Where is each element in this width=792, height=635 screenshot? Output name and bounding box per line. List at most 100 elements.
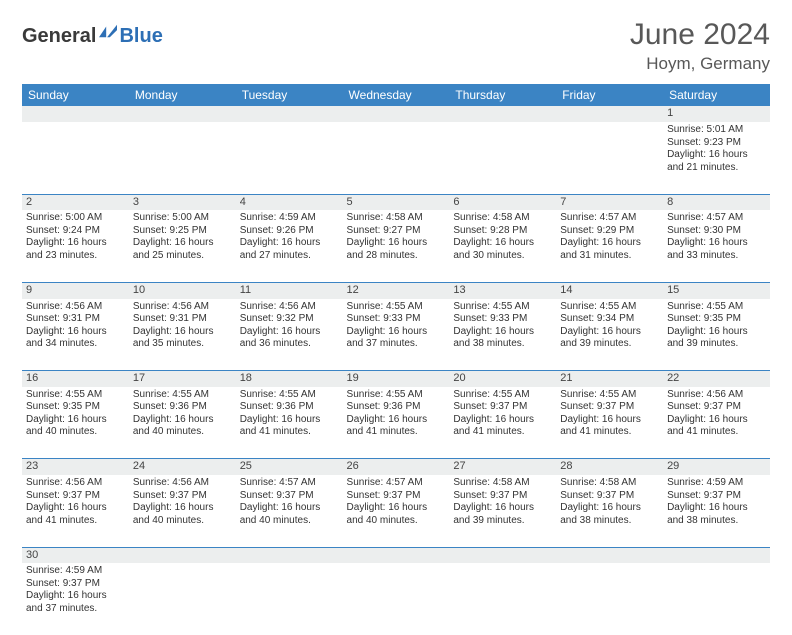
day-day1: Daylight: 16 hours	[560, 237, 659, 250]
logo-text-general: General	[22, 25, 96, 48]
day-cell: Sunrise: 4:55 AMSunset: 9:36 PMDaylight:…	[343, 387, 450, 459]
day-day2: and 41 minutes.	[347, 426, 446, 439]
day-sunset: Sunset: 9:31 PM	[26, 313, 125, 326]
day-sunset: Sunset: 9:35 PM	[26, 401, 125, 414]
day-day2: and 30 minutes.	[453, 250, 552, 263]
day-sunset: Sunset: 9:37 PM	[453, 401, 552, 414]
day-day2: and 41 minutes.	[453, 426, 552, 439]
day-day2: and 40 minutes.	[133, 426, 232, 439]
day-number: 9	[22, 282, 129, 298]
weekday-header: Tuesday	[236, 84, 343, 106]
location: Hoym, Germany	[630, 54, 770, 74]
day-number-row: 30	[22, 547, 770, 563]
day-sunrise: Sunrise: 4:55 AM	[133, 389, 232, 402]
day-sunrise: Sunrise: 4:56 AM	[26, 477, 125, 490]
day-number: 5	[343, 194, 450, 210]
day-sunrise: Sunrise: 4:56 AM	[26, 301, 125, 314]
day-number-row: 2345678	[22, 194, 770, 210]
day-sunrise: Sunrise: 5:00 AM	[133, 212, 232, 225]
day-cell: Sunrise: 4:55 AMSunset: 9:35 PMDaylight:…	[663, 299, 770, 371]
day-day1: Daylight: 16 hours	[26, 237, 125, 250]
day-number	[556, 547, 663, 563]
day-day1: Daylight: 16 hours	[667, 149, 766, 162]
day-day1: Daylight: 16 hours	[240, 414, 339, 427]
day-number: 23	[22, 459, 129, 475]
day-number: 26	[343, 459, 450, 475]
day-number: 20	[449, 371, 556, 387]
day-day1: Daylight: 16 hours	[667, 237, 766, 250]
day-number	[129, 106, 236, 122]
day-sunset: Sunset: 9:37 PM	[453, 490, 552, 503]
day-day1: Daylight: 16 hours	[560, 326, 659, 339]
day-day2: and 38 minutes.	[453, 338, 552, 351]
day-cell: Sunrise: 4:55 AMSunset: 9:33 PMDaylight:…	[449, 299, 556, 371]
day-number	[449, 106, 556, 122]
week-row: Sunrise: 4:56 AM Sunset: 9:37 PM Daylight:…	[22, 475, 770, 547]
day-sunrise: Sunrise: 4:56 AM	[240, 301, 339, 314]
week-row: Sunrise: 4:59 AMSunset: 9:37 PMDaylight:…	[22, 563, 770, 635]
day-day2: and 37 minutes.	[26, 603, 125, 616]
day-number: 13	[449, 282, 556, 298]
day-cell: Sunrise: 4:57 AMSunset: 9:37 PMDaylight:…	[343, 475, 450, 547]
day-day1: Daylight: 16 hours	[560, 502, 659, 515]
day-day2: and 41 minutes.	[26, 515, 125, 528]
day-number: 4	[236, 194, 343, 210]
day-cell: Sunrise: 4:58 AMSunset: 9:27 PMDaylight:…	[343, 210, 450, 282]
day-number: 8	[663, 194, 770, 210]
day-cell: Sunrise: 4:55 AMSunset: 9:36 PMDaylight:…	[129, 387, 236, 459]
day-cell: Sunrise: 4:55 AMSunset: 9:33 PMDaylight:…	[343, 299, 450, 371]
day-sunrise: Sunrise: 4:55 AM	[667, 301, 766, 314]
day-day1: Daylight: 16 hours	[667, 502, 766, 515]
day-sunrise: Sunrise: 4:56 AM	[667, 389, 766, 402]
day-sunrise: Sunrise: 4:56 AM	[133, 301, 232, 314]
day-day2: and 40 minutes.	[240, 515, 339, 528]
day-day2: and 33 minutes.	[667, 250, 766, 263]
day-sunset: Sunset: 9:27 PM	[347, 225, 446, 238]
day-cell	[236, 563, 343, 635]
day-sunset: Sunset: 9:36 PM	[240, 401, 339, 414]
day-sunset: Sunset: 9:31 PM	[133, 313, 232, 326]
day-cell: Sunrise: 4:56 AMSunset: 9:37 PMDaylight:…	[663, 387, 770, 459]
day-cell	[449, 122, 556, 194]
day-sunrise: Sunrise: 4:55 AM	[560, 301, 659, 314]
day-number	[129, 547, 236, 563]
day-sunrise: Sunrise: 4:55 AM	[347, 301, 446, 314]
logo-text-blue: Blue	[119, 25, 162, 48]
day-cell: Sunrise: 4:59 AMSunset: 9:37 PMDaylight:…	[663, 475, 770, 547]
day-day2: and 41 minutes.	[560, 426, 659, 439]
day-cell	[556, 563, 663, 635]
day-sunrise: Sunrise: 4:57 AM	[240, 477, 339, 490]
day-number	[343, 547, 450, 563]
weekday-header: Sunday	[22, 84, 129, 106]
weekday-header: Thursday	[449, 84, 556, 106]
day-number: 12	[343, 282, 450, 298]
day-day2: and 21 minutes.	[667, 162, 766, 175]
day-sunset: Sunset: 9:37 PM	[347, 490, 446, 503]
day-cell	[129, 122, 236, 194]
day-cell: Sunrise: 4:57 AMSunset: 9:30 PMDaylight:…	[663, 210, 770, 282]
day-sunset: Sunset: 9:32 PM	[240, 313, 339, 326]
day-sunrise: Sunrise: 4:55 AM	[347, 389, 446, 402]
day-number: 19	[343, 371, 450, 387]
day-sunset: Sunset: 9:33 PM	[347, 313, 446, 326]
day-sunrise: Sunrise: 4:55 AM	[240, 389, 339, 402]
weekday-header-row: Sunday Monday Tuesday Wednesday Thursday…	[22, 84, 770, 106]
day-sunset: Sunset: 9:23 PM	[667, 137, 766, 150]
day-day1: Daylight: 16 hours	[26, 590, 125, 603]
day-number: 18	[236, 371, 343, 387]
day-sunrise: Sunrise: 4:57 AM	[667, 212, 766, 225]
day-day1: Daylight: 16 hours	[133, 326, 232, 339]
day-cell: Sunrise: 4:56 AMSunset: 9:31 PMDaylight:…	[129, 299, 236, 371]
day-day2: and 37 minutes.	[347, 338, 446, 351]
day-sunset: Sunset: 9:30 PM	[667, 225, 766, 238]
week-row: Sunrise: 5:00 AMSunset: 9:24 PMDaylight:…	[22, 210, 770, 282]
day-number: 14	[556, 282, 663, 298]
day-sunrise: Sunrise: 4:58 AM	[453, 212, 552, 225]
day-number	[22, 106, 129, 122]
day-cell	[236, 122, 343, 194]
day-sunrise: Sunrise: 4:57 AM	[560, 212, 659, 225]
day-cell: Sunrise: 4:56 AMSunset: 9:37 PMDaylight:…	[22, 475, 129, 547]
day-day1: Daylight: 16 hours	[133, 237, 232, 250]
day-day2: and 36 minutes.	[240, 338, 339, 351]
day-sunset: Sunset: 9:33 PM	[453, 313, 552, 326]
